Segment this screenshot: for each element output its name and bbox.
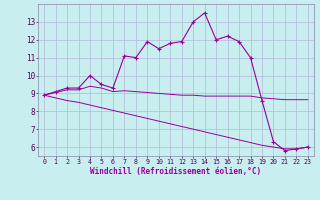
X-axis label: Windchill (Refroidissement éolien,°C): Windchill (Refroidissement éolien,°C) [91, 167, 261, 176]
